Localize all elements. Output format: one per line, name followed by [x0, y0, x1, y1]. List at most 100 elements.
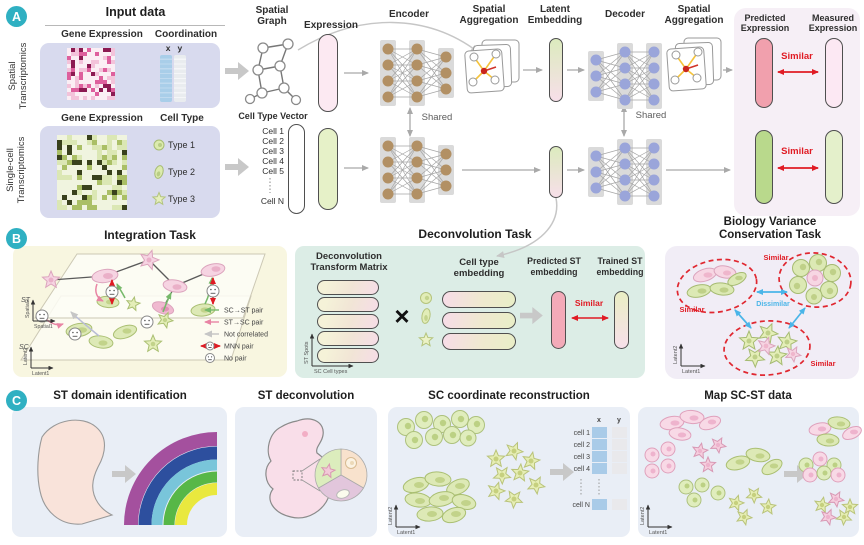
- sc-gene-expression-header: Gene Expression: [61, 113, 143, 124]
- no-pair-face-3: [35, 309, 49, 323]
- map-right-clusters: [798, 416, 862, 527]
- svg-text:SC Cell types: SC Cell types: [314, 369, 348, 375]
- zoom-line-top: [301, 458, 321, 472]
- coord-y-column: [174, 55, 186, 102]
- predicted-st-bar: [551, 291, 566, 349]
- st-input-arrow: [225, 62, 249, 80]
- sc-st-arrow-1: [162, 292, 172, 313]
- map-axes: Latent2 Latent1: [640, 504, 673, 536]
- svg-text:Latent1: Latent1: [397, 530, 415, 536]
- spatial-aggregation-icon-2: [666, 37, 722, 92]
- svg-text:Latent2: Latent2: [23, 348, 29, 365]
- deconvolution-task-title: Deconvolution Task: [418, 227, 532, 241]
- bio-dissimilar-arrow-d1: [734, 309, 752, 329]
- sc-coord-title: SC coordinate reconstruction: [428, 390, 590, 402]
- pie-star-cell: [320, 462, 337, 479]
- embedding-bar-3: [442, 333, 516, 350]
- type3-label: Type 3: [168, 194, 196, 204]
- legend-not-correlated: Not correlated: [224, 332, 268, 339]
- pred-st-label-1: Predicted ST: [527, 256, 581, 266]
- domain-rainbow: [124, 432, 218, 526]
- bio-axes: Latent2 Latent1: [673, 343, 706, 375]
- vector-cell3-label: Cell 3: [262, 146, 284, 156]
- st-gene-expression-header: Gene Expression: [61, 29, 143, 40]
- latent-to-deconvolution-curve: [496, 197, 558, 258]
- table-x-cells: [592, 427, 607, 510]
- svg-text:Latent2: Latent2: [673, 346, 679, 364]
- st-domain-arrow: [112, 465, 136, 483]
- zoom-line-bottom: [301, 479, 321, 492]
- section-a-art: [151, 21, 819, 258]
- st-gene-heatmap: [67, 48, 115, 100]
- svg-text:Latent1: Latent1: [32, 371, 49, 377]
- table-x-header: x: [597, 417, 601, 424]
- measured-expression-label: Measured Expression: [808, 13, 858, 34]
- deconv-similar-label: Similar: [574, 298, 604, 308]
- matrix-bar-4: [317, 331, 379, 346]
- table-cell1: cell 1: [574, 430, 590, 437]
- section-c-badge: C: [6, 390, 27, 411]
- svg-text:Spatial1: Spatial1: [34, 324, 53, 330]
- svg-text:Latent2: Latent2: [388, 507, 394, 525]
- mnn-face-1: [105, 285, 119, 299]
- integration-art: ST Spatial2 Spatial1 SC Latent2 Latent1 …: [19, 249, 268, 377]
- bio-cluster-ellipse-3: [723, 320, 811, 376]
- latent-embedding-bar-sc: [549, 146, 563, 198]
- train-st-label-1: Trained ST: [597, 256, 643, 266]
- decoder-net-st: [588, 43, 662, 109]
- type2-label: Type 2: [168, 167, 196, 177]
- table-cell4: cell 4: [574, 466, 590, 473]
- matrix-bar-1: [317, 280, 379, 295]
- embryo-shape: [265, 418, 333, 519]
- embryo-eye: [302, 431, 308, 437]
- mnn-face-2: [206, 284, 220, 298]
- spatial-graph-label: Spatial Graph: [255, 5, 289, 28]
- vector-cell1-label: Cell 1: [262, 126, 284, 136]
- biology-task-title-2: Conservation Task: [718, 229, 822, 241]
- predicted-expression-label: Predicted Expression: [740, 13, 790, 34]
- map-art: Latent2 Latent1: [640, 409, 862, 536]
- bio-cluster-ellipse-2: [778, 252, 852, 308]
- trained-st-bar: [614, 291, 629, 349]
- sc-row-label: Single-cell Transcriptomics: [5, 136, 27, 204]
- sc-coord-arrow: [550, 463, 574, 481]
- coord-x-column: [160, 55, 172, 102]
- predicted-sc-bar: [755, 130, 773, 204]
- bio-similar-left: Similar: [679, 305, 704, 314]
- cte-label-2: embedding: [453, 268, 505, 279]
- sc-axes: SC Latent2 Latent1: [19, 344, 54, 377]
- input-data-title: Input data: [105, 5, 166, 19]
- matrix-bar-3: [317, 314, 379, 329]
- bio-cluster-ellipse-1: [676, 258, 758, 314]
- sc-gene-heatmap: [57, 135, 127, 210]
- table-cell3: cell 3: [574, 454, 590, 461]
- st-domain-title: ST domain identification: [53, 390, 187, 402]
- legend-sc-st: SC→ST pair: [224, 308, 264, 315]
- integration-legend: SC→ST pair ST→SC pair Not correlated MNN…: [200, 307, 268, 363]
- vector-celln-label: Cell N: [260, 196, 284, 206]
- decoder-label: Decoder: [604, 9, 645, 20]
- bio-dissimilar-label: Dissimilar: [756, 301, 790, 308]
- sc-expression-bar: [318, 128, 338, 210]
- type1-label: Type 1: [168, 140, 196, 150]
- section-b-badge: B: [6, 228, 27, 249]
- st-deconv-art: [265, 418, 368, 519]
- type2-icon: [154, 165, 164, 179]
- encoder-net-sc: [380, 137, 454, 203]
- cell-type-vector-label: Cell Type Vector: [238, 111, 308, 121]
- not-correlated-arrow: [70, 311, 100, 337]
- pie-oval-cell: [336, 489, 350, 499]
- deconv-cell-icons: [418, 292, 434, 347]
- encoder-net-st: [380, 40, 454, 106]
- coord-y: y: [177, 43, 183, 53]
- sc-coord-art: x y cell 1 cell 2 cell 3 cell 4 cell N L…: [388, 410, 627, 536]
- train-st-label-2: embedding: [596, 267, 644, 277]
- sc-input-arrow: [225, 158, 249, 176]
- sc-st-arrow-3: [116, 283, 126, 299]
- star-cell-cluster: [486, 441, 547, 510]
- bio-dissimilar-arrow-d2: [788, 307, 806, 329]
- map-left-cells: [644, 409, 783, 527]
- st-axes: ST Spatial2 Spatial1: [21, 297, 56, 330]
